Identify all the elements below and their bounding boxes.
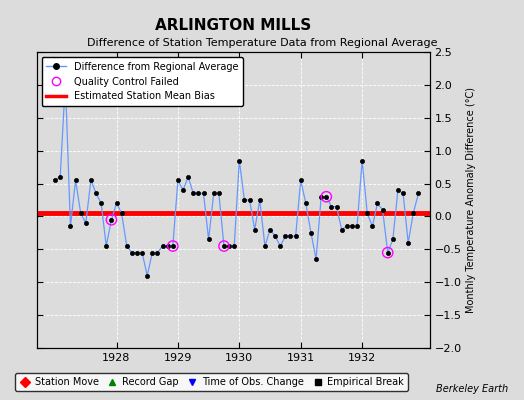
- Y-axis label: Monthly Temperature Anomaly Difference (°C): Monthly Temperature Anomaly Difference (…: [466, 87, 476, 313]
- Text: Difference of Station Temperature Data from Regional Average: Difference of Station Temperature Data f…: [87, 38, 437, 48]
- Legend: Difference from Regional Average, Quality Control Failed, Estimated Station Mean: Difference from Regional Average, Qualit…: [41, 57, 243, 106]
- Title: ARLINGTON MILLS: ARLINGTON MILLS: [155, 18, 311, 33]
- Point: [169, 243, 177, 249]
- Point: [384, 250, 392, 256]
- Point: [322, 194, 331, 200]
- Legend: Station Move, Record Gap, Time of Obs. Change, Empirical Break: Station Move, Record Gap, Time of Obs. C…: [15, 373, 408, 391]
- Text: Berkeley Earth: Berkeley Earth: [436, 384, 508, 394]
- Point: [220, 243, 228, 249]
- Point: [107, 216, 116, 223]
